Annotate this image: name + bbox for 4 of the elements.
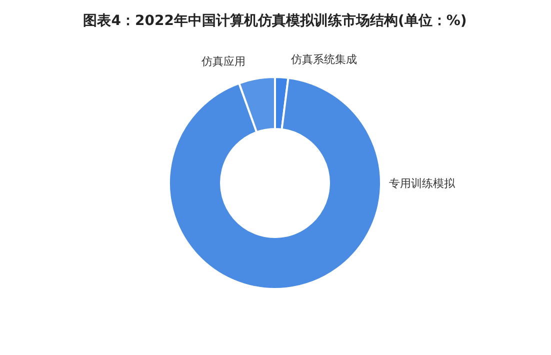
slice-label: 专用训练模拟	[389, 177, 456, 190]
slice-label: 仿真应用	[200, 54, 246, 68]
chart-title: 图表4：2022年中国计算机仿真模拟训练市场结构(单位：%)	[83, 12, 467, 29]
slice-label: 仿真系统集成	[290, 53, 357, 66]
